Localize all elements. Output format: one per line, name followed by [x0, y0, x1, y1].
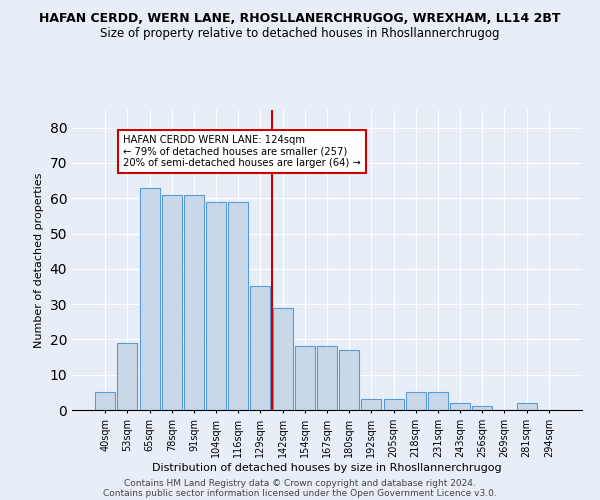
Bar	[228, 202, 248, 410]
Bar	[295, 346, 315, 410]
Text: HAFAN CERDD WERN LANE: 124sqm
← 79% of detached houses are smaller (257)
20% of : HAFAN CERDD WERN LANE: 124sqm ← 79% of d…	[123, 134, 361, 168]
Bar	[272, 308, 293, 410]
Bar	[162, 194, 182, 410]
Text: Contains HM Land Registry data © Crown copyright and database right 2024.: Contains HM Land Registry data © Crown c…	[124, 478, 476, 488]
Bar	[250, 286, 271, 410]
Text: Size of property relative to detached houses in Rhosllannerchrugog: Size of property relative to detached ho…	[100, 28, 500, 40]
Bar	[184, 194, 204, 410]
Bar	[140, 188, 160, 410]
Bar	[383, 400, 404, 410]
X-axis label: Distribution of detached houses by size in Rhosllannerchrugog: Distribution of detached houses by size …	[152, 462, 502, 472]
Bar	[450, 403, 470, 410]
Text: HAFAN CERDD, WERN LANE, RHOSLLANERCHRUGOG, WREXHAM, LL14 2BT: HAFAN CERDD, WERN LANE, RHOSLLANERCHRUGO…	[39, 12, 561, 26]
Y-axis label: Number of detached properties: Number of detached properties	[34, 172, 44, 348]
Bar	[339, 350, 359, 410]
Bar	[317, 346, 337, 410]
Bar	[406, 392, 426, 410]
Bar	[472, 406, 492, 410]
Bar	[118, 343, 137, 410]
Bar	[517, 403, 536, 410]
Bar	[95, 392, 115, 410]
Bar	[361, 400, 382, 410]
Bar	[428, 392, 448, 410]
Bar	[206, 202, 226, 410]
Text: Contains public sector information licensed under the Open Government Licence v3: Contains public sector information licen…	[103, 488, 497, 498]
